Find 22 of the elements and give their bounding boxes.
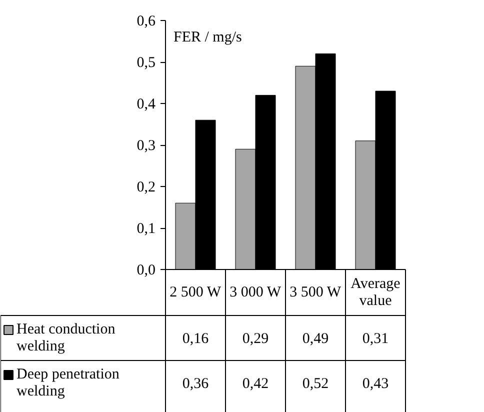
data-label: 0,16 bbox=[182, 331, 210, 347]
y-tick-label: 0,6 bbox=[136, 14, 156, 30]
x-tick-label: 2 500 W bbox=[170, 284, 222, 300]
data-label: 0,49 bbox=[302, 331, 329, 347]
y-tick-label: 0,1 bbox=[136, 221, 156, 237]
y-axis-title: FER / mg/s bbox=[174, 30, 242, 46]
data-label: 0,42 bbox=[242, 376, 269, 392]
x-tick-label: 3 000 W bbox=[230, 284, 282, 300]
data-label: 0,36 bbox=[182, 376, 210, 392]
legend-label: Heat conduction welding bbox=[16, 322, 116, 354]
y-tick-label: 0,2 bbox=[136, 180, 156, 196]
x-tick-label: Average value bbox=[350, 276, 401, 309]
data-label: 0,29 bbox=[242, 331, 269, 347]
y-tick-label: 0,5 bbox=[136, 55, 156, 71]
y-tick-label: 0,4 bbox=[136, 96, 156, 112]
data-label: 0,52 bbox=[302, 376, 329, 392]
y-tick-label: 0,3 bbox=[136, 138, 156, 154]
x-tick-label: 3 500 W bbox=[290, 284, 342, 300]
data-label: 0,31 bbox=[362, 331, 389, 347]
legend-label: Deep penetration welding bbox=[16, 366, 120, 400]
y-tick-label: 0,0 bbox=[136, 262, 156, 278]
data-label: 0,43 bbox=[362, 376, 389, 392]
